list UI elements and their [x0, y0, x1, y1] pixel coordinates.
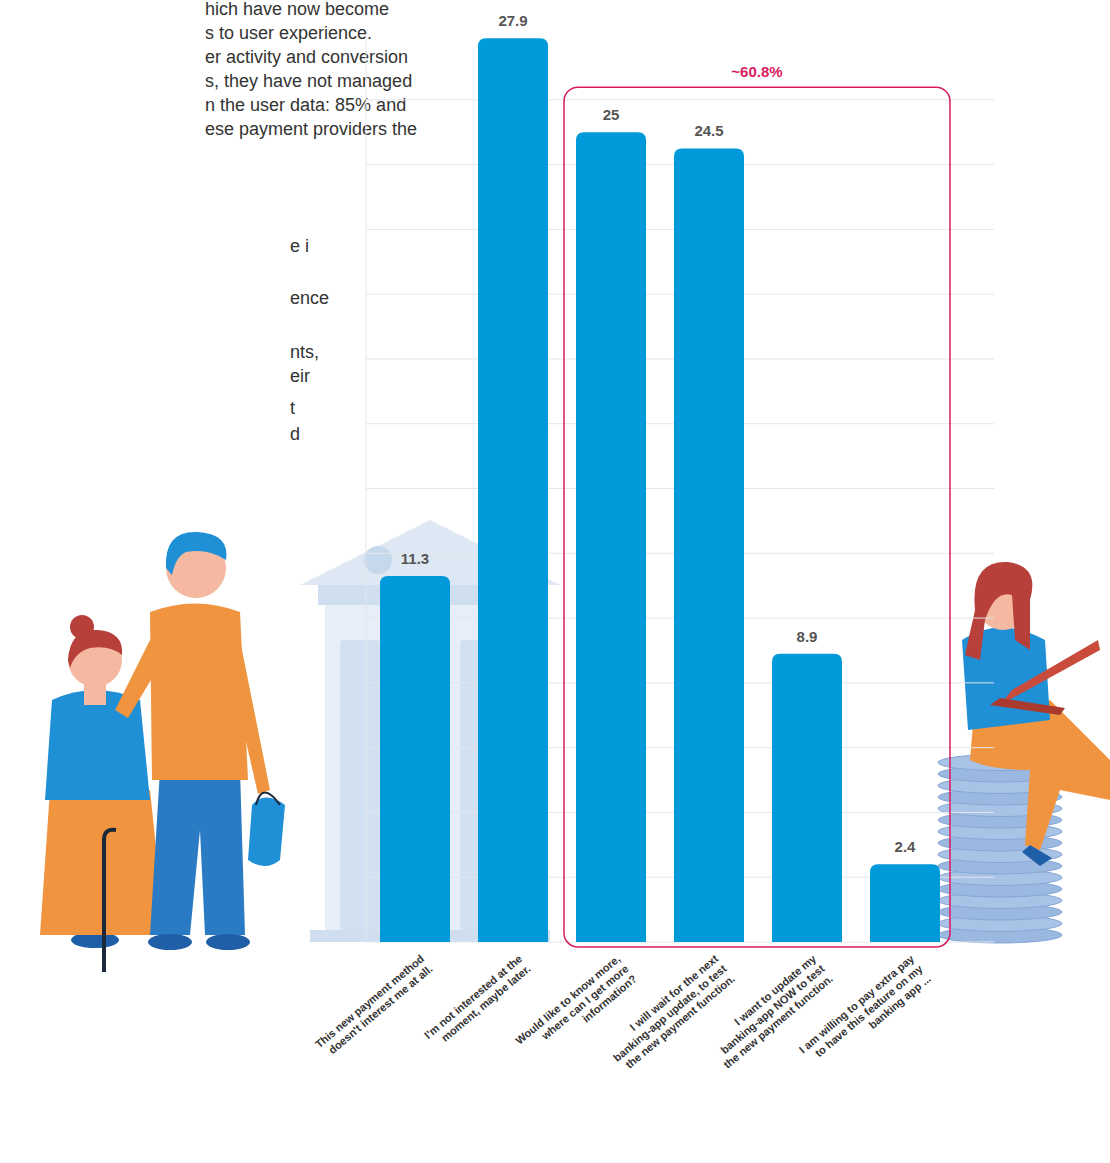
data-label: 2.4 — [895, 838, 917, 855]
x-tick-label-line: banking app ... — [866, 972, 933, 1031]
data-label: 24.5 — [694, 122, 723, 139]
body-text-fragment: nts, — [290, 342, 319, 362]
x-tick-label-line: This new payment method — [313, 952, 427, 1050]
body-text-fragment: t — [290, 398, 295, 418]
sweater — [150, 604, 248, 781]
bag-handle — [256, 793, 280, 806]
laptop-screen — [1000, 640, 1100, 705]
x-tick-label-line: where can I get more — [538, 962, 630, 1042]
hair — [166, 532, 227, 575]
x-axis-labels: This new payment methoddoesn't interest … — [313, 952, 934, 1076]
body-text-fragment: s, they have not managed — [205, 71, 412, 91]
grid-line — [366, 99, 994, 100]
data-label: 27.9 — [498, 12, 527, 29]
body-text-fragment: hich have now become — [205, 0, 389, 19]
x-tick-label: I am willing to pay extra payto have thi… — [797, 952, 934, 1076]
cane — [102, 840, 106, 972]
axis-line — [366, 35, 367, 942]
x-tick-label-line: information? — [580, 972, 639, 1025]
body-text-fragment: ese payment providers the — [205, 119, 417, 139]
bar — [478, 38, 548, 942]
bars — [380, 38, 940, 942]
arm — [115, 640, 160, 718]
x-tick-label: I will wait for the nextbanking-app upda… — [603, 952, 738, 1074]
x-tick-label-line: moment, maybe later. — [439, 962, 533, 1044]
bar — [870, 864, 940, 942]
neck — [84, 685, 106, 705]
grid — [366, 100, 994, 942]
x-tick-label-line: to have this feature on my — [813, 962, 926, 1059]
body-text-fragment: eir — [290, 366, 310, 386]
x-tick-label-line: doesn't interest me at all. — [326, 962, 435, 1056]
arm — [232, 630, 270, 794]
body-text-fragment: ence — [290, 288, 329, 308]
laptop-base — [990, 698, 1065, 715]
bar — [380, 576, 450, 942]
body-text-fragment: s to user experience. — [205, 23, 372, 43]
x-tick-label-line: the new payment function. — [623, 972, 737, 1070]
bar — [772, 654, 842, 942]
hair-bun — [70, 615, 94, 639]
annotation-label: ~60.8% — [731, 63, 782, 80]
body-text-fragment: e i — [290, 236, 309, 256]
cane-handle — [104, 830, 116, 840]
bar — [576, 132, 646, 942]
bag — [248, 798, 285, 867]
hair — [965, 562, 1032, 660]
chart-canvas: hich have now become s to user experience… — [0, 0, 1110, 1163]
data-label: 8.9 — [797, 628, 818, 645]
shoe — [1022, 845, 1052, 866]
trousers — [150, 770, 245, 935]
x-tick-label-group: I am willing to pay extra payto have thi… — [797, 952, 934, 1076]
body-text-fragment: er activity and conversion — [205, 47, 408, 67]
data-label: 11.3 — [401, 550, 429, 567]
data-label: 25 — [603, 106, 620, 123]
bank-column — [340, 640, 380, 930]
body-text-fragment: d — [290, 424, 300, 444]
x-tick-label: This new payment methoddoesn't interest … — [313, 952, 435, 1060]
bar — [674, 148, 744, 942]
x-tick-label-line: banking-app update, to test — [611, 962, 729, 1064]
x-tick-label-line: I'm not interested at the — [422, 952, 524, 1041]
shoe — [148, 934, 192, 950]
bank-emblem — [364, 546, 392, 574]
shoe — [206, 934, 250, 950]
bracket — [564, 87, 950, 947]
body-text-fragment: n the user data: 85% and — [205, 95, 406, 115]
x-tick-label-group: I will wait for the nextbanking-app upda… — [603, 952, 738, 1074]
x-tick-label-group: This new payment methoddoesn't interest … — [313, 952, 435, 1060]
